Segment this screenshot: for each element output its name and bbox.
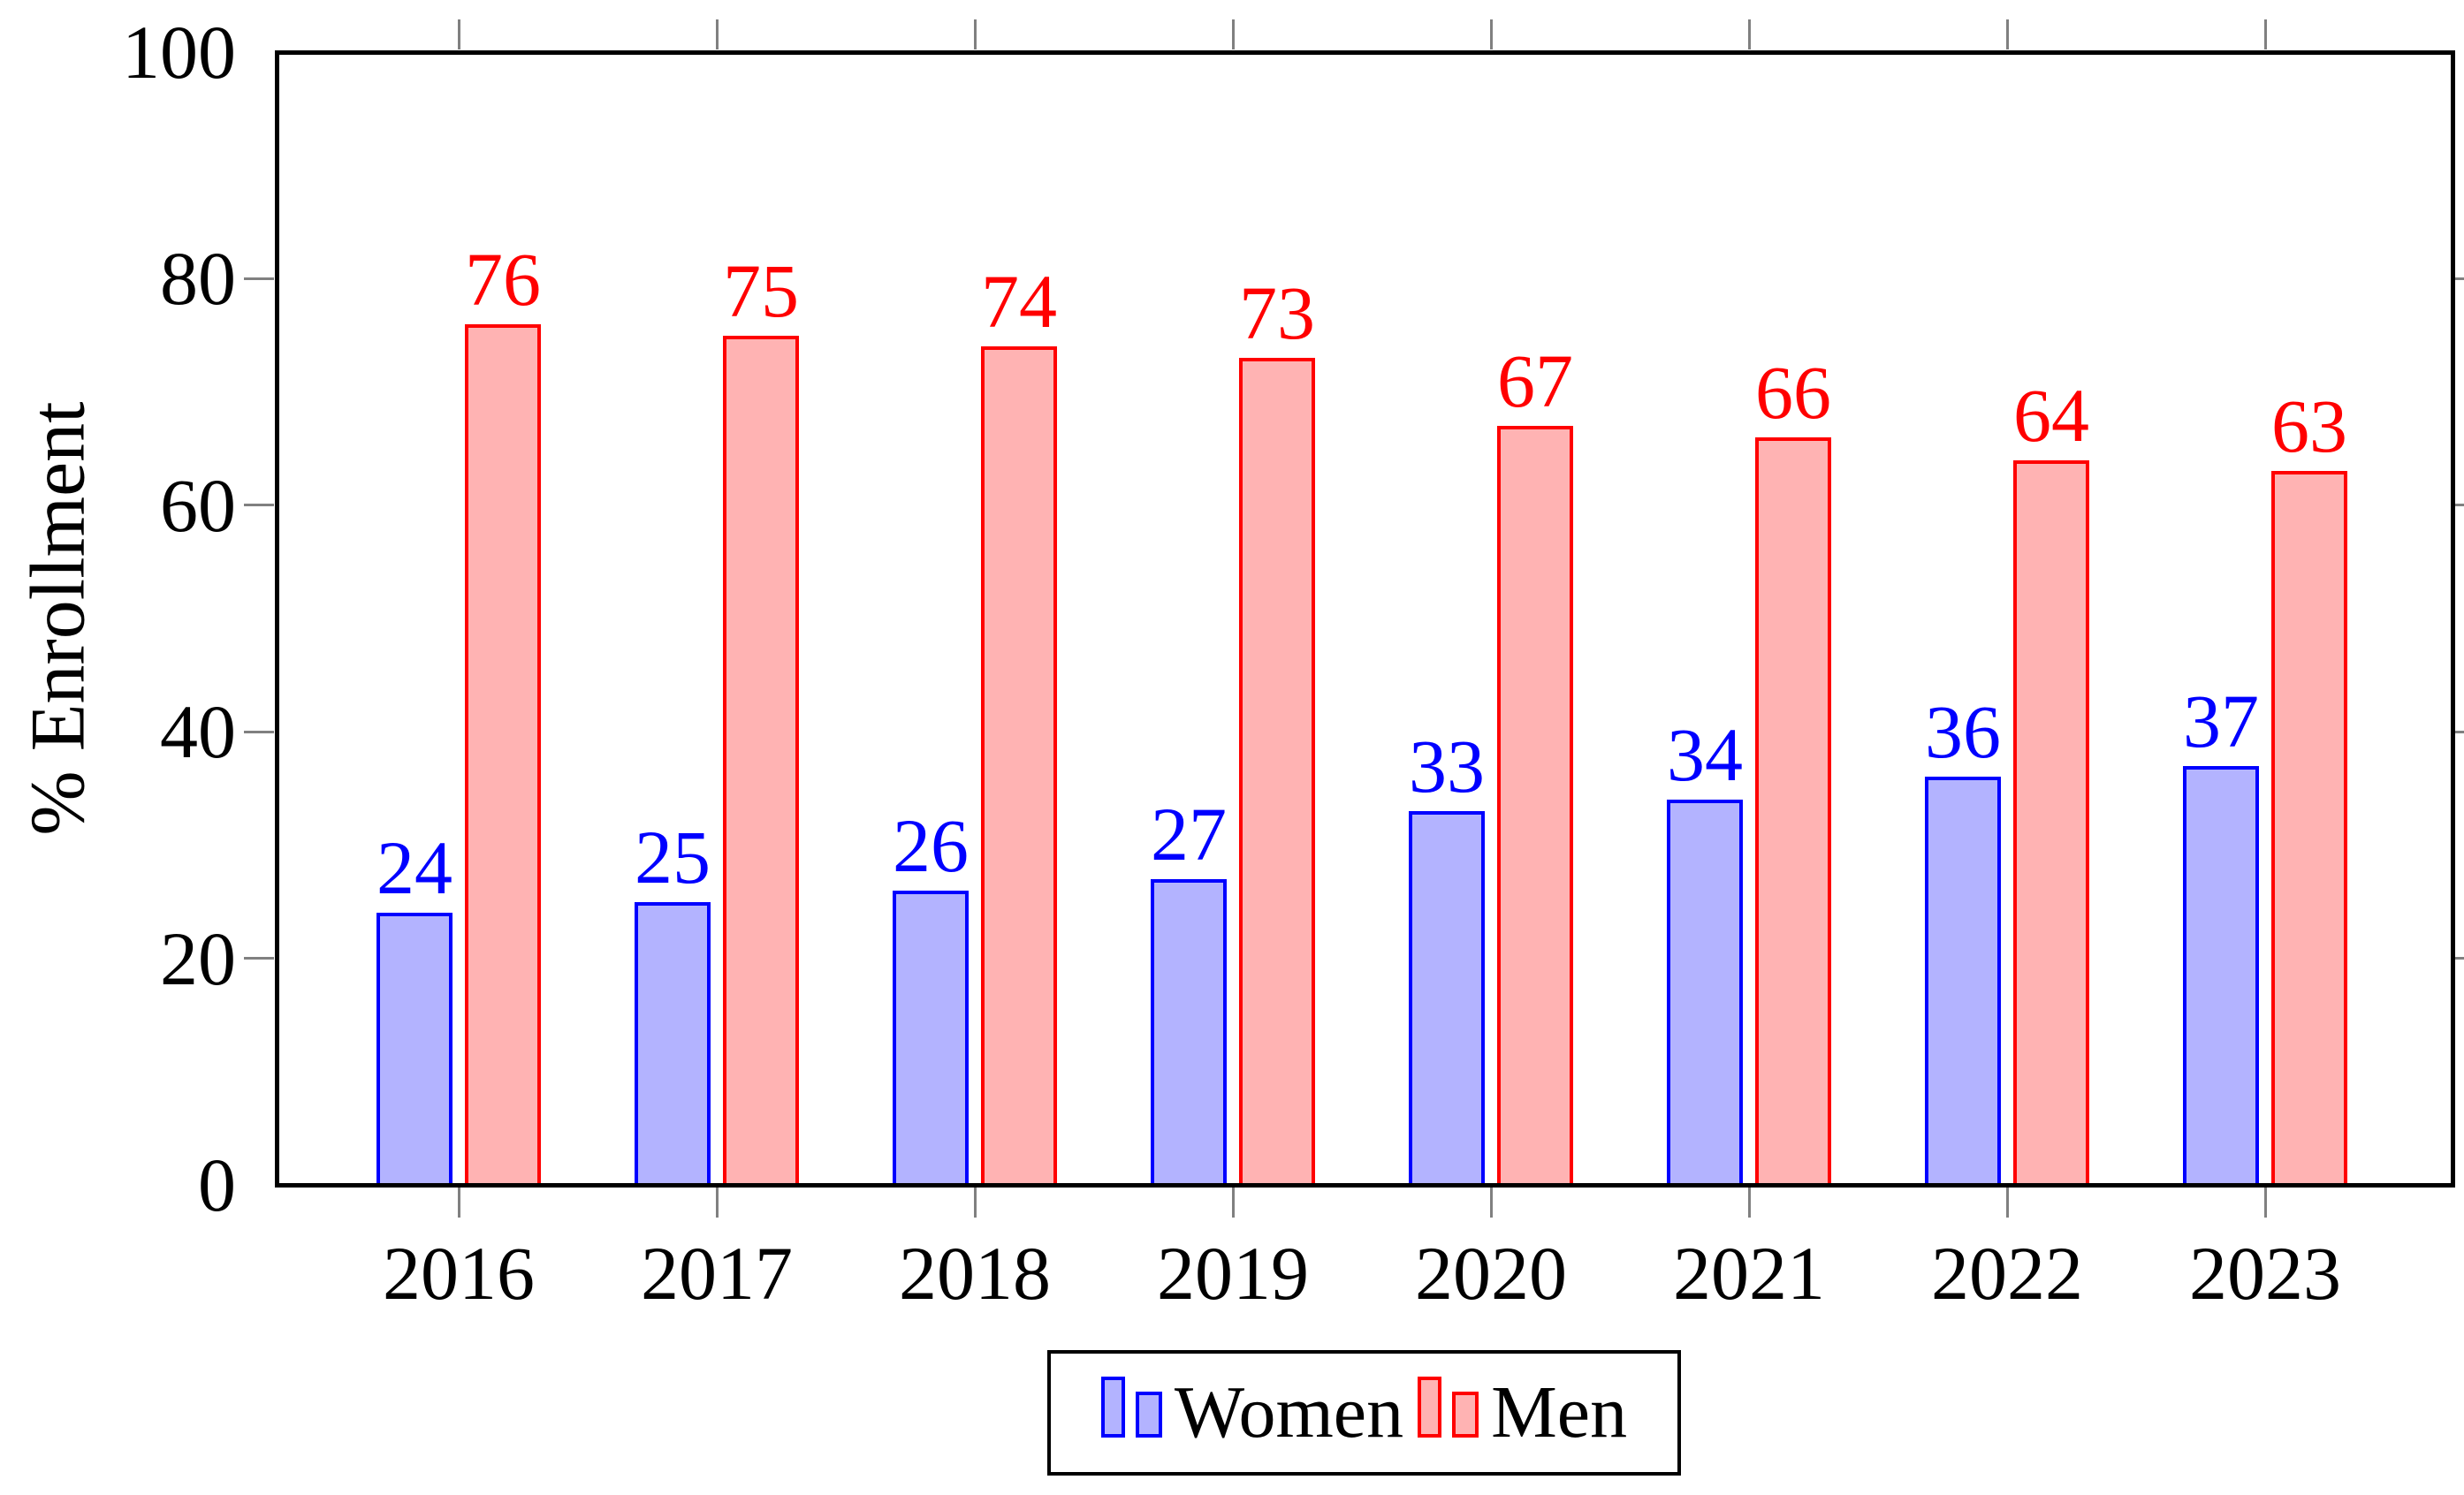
x-tick-bottom-2016 [457, 1188, 460, 1218]
y-axis-title: % Enrollment [15, 401, 102, 836]
value-label-men-2016: 76 [465, 236, 541, 322]
legend-swatch-men-tall [1418, 1377, 1442, 1438]
plot-frame [274, 49, 2455, 1188]
value-label-men-2017: 75 [723, 247, 799, 333]
x-tick-label-2017: 2017 [641, 1231, 793, 1316]
bar-men-2016 [465, 323, 541, 1187]
x-tick-label-2020: 2020 [1415, 1231, 1567, 1316]
value-label-women-2021: 34 [1667, 712, 1743, 798]
bar-men-2019 [1239, 358, 1315, 1187]
legend-swatch-women-short [1135, 1392, 1162, 1438]
x-tick-top-2020 [1489, 19, 1493, 49]
x-tick-top-2017 [715, 19, 719, 49]
y-tick-right-20 [2455, 957, 2464, 960]
y-tick-label-80: 80 [160, 236, 236, 322]
value-label-men-2022: 64 [2013, 372, 2089, 458]
x-tick-label-2018: 2018 [899, 1231, 1051, 1316]
legend-swatch-men-short [1452, 1392, 1479, 1438]
value-label-men-2019: 73 [1239, 270, 1315, 356]
legend-label-men: Men [1491, 1371, 1628, 1453]
value-label-women-2017: 25 [635, 814, 711, 899]
bar-men-2022 [2013, 459, 2089, 1187]
bar-women-2016 [376, 913, 452, 1187]
legend-swatch-women-icon [1100, 1377, 1162, 1438]
y-tick-left-60 [244, 504, 274, 507]
value-label-men-2018: 74 [981, 259, 1057, 345]
bar-women-2021 [1667, 800, 1743, 1187]
bar-men-2020 [1497, 426, 1573, 1187]
value-label-women-2022: 36 [1925, 689, 2001, 775]
y-tick-left-20 [244, 957, 274, 960]
bar-women-2023 [2183, 765, 2259, 1187]
bar-men-2021 [1755, 436, 1831, 1187]
x-tick-bottom-2023 [2263, 1188, 2267, 1218]
bar-women-2018 [893, 890, 969, 1187]
y-tick-right-60 [2455, 504, 2464, 507]
legend-swatch-women-tall [1100, 1377, 1125, 1438]
bar-women-2017 [635, 901, 711, 1187]
y-tick-left-80 [244, 277, 274, 280]
value-label-men-2020: 67 [1497, 338, 1573, 424]
x-tick-label-2021: 2021 [1673, 1231, 1825, 1316]
value-label-men-2021: 66 [1755, 349, 1831, 435]
x-tick-top-2019 [1231, 19, 1235, 49]
y-tick-label-100: 100 [122, 10, 236, 95]
x-tick-label-2022: 2022 [1931, 1231, 2083, 1316]
bar-men-2018 [981, 346, 1057, 1187]
bar-women-2020 [1409, 810, 1485, 1187]
bar-women-2019 [1151, 878, 1227, 1187]
value-label-women-2020: 33 [1409, 723, 1485, 808]
legend-entry-men: Men [1418, 1376, 1627, 1450]
x-tick-bottom-2017 [715, 1188, 719, 1218]
legend-swatch-men-icon [1418, 1377, 1479, 1438]
x-tick-label-2023: 2023 [2189, 1231, 2341, 1316]
value-label-women-2023: 37 [2183, 678, 2259, 763]
value-label-women-2018: 26 [893, 802, 969, 888]
x-tick-top-2023 [2263, 19, 2267, 49]
bar-women-2022 [1925, 777, 2001, 1187]
x-tick-bottom-2020 [1489, 1188, 1493, 1218]
value-label-men-2023: 63 [2271, 383, 2347, 469]
y-tick-right-40 [2455, 730, 2464, 733]
y-tick-label-0: 0 [198, 1142, 236, 1227]
x-tick-top-2018 [973, 19, 977, 49]
x-tick-bottom-2019 [1231, 1188, 1235, 1218]
legend: Women Men [1047, 1350, 1681, 1476]
x-tick-bottom-2018 [973, 1188, 977, 1218]
x-tick-label-2016: 2016 [383, 1231, 535, 1316]
x-tick-top-2021 [1747, 19, 1751, 49]
legend-entry-women: Women [1100, 1371, 1404, 1453]
x-tick-top-2016 [457, 19, 460, 49]
y-tick-left-40 [244, 730, 274, 733]
y-tick-label-60: 60 [160, 462, 236, 548]
bar-men-2023 [2271, 471, 2347, 1187]
value-label-women-2019: 27 [1151, 791, 1227, 877]
y-tick-right-80 [2455, 277, 2464, 280]
x-tick-label-2019: 2019 [1157, 1231, 1309, 1316]
x-tick-bottom-2022 [2005, 1188, 2009, 1218]
y-tick-label-20: 20 [160, 915, 236, 1001]
x-tick-top-2022 [2005, 19, 2009, 49]
x-tick-bottom-2021 [1747, 1188, 1751, 1218]
y-tick-label-40: 40 [160, 689, 236, 775]
bar-men-2017 [723, 335, 799, 1187]
value-label-women-2016: 24 [376, 825, 452, 911]
legend-label-women: Women [1174, 1371, 1404, 1453]
